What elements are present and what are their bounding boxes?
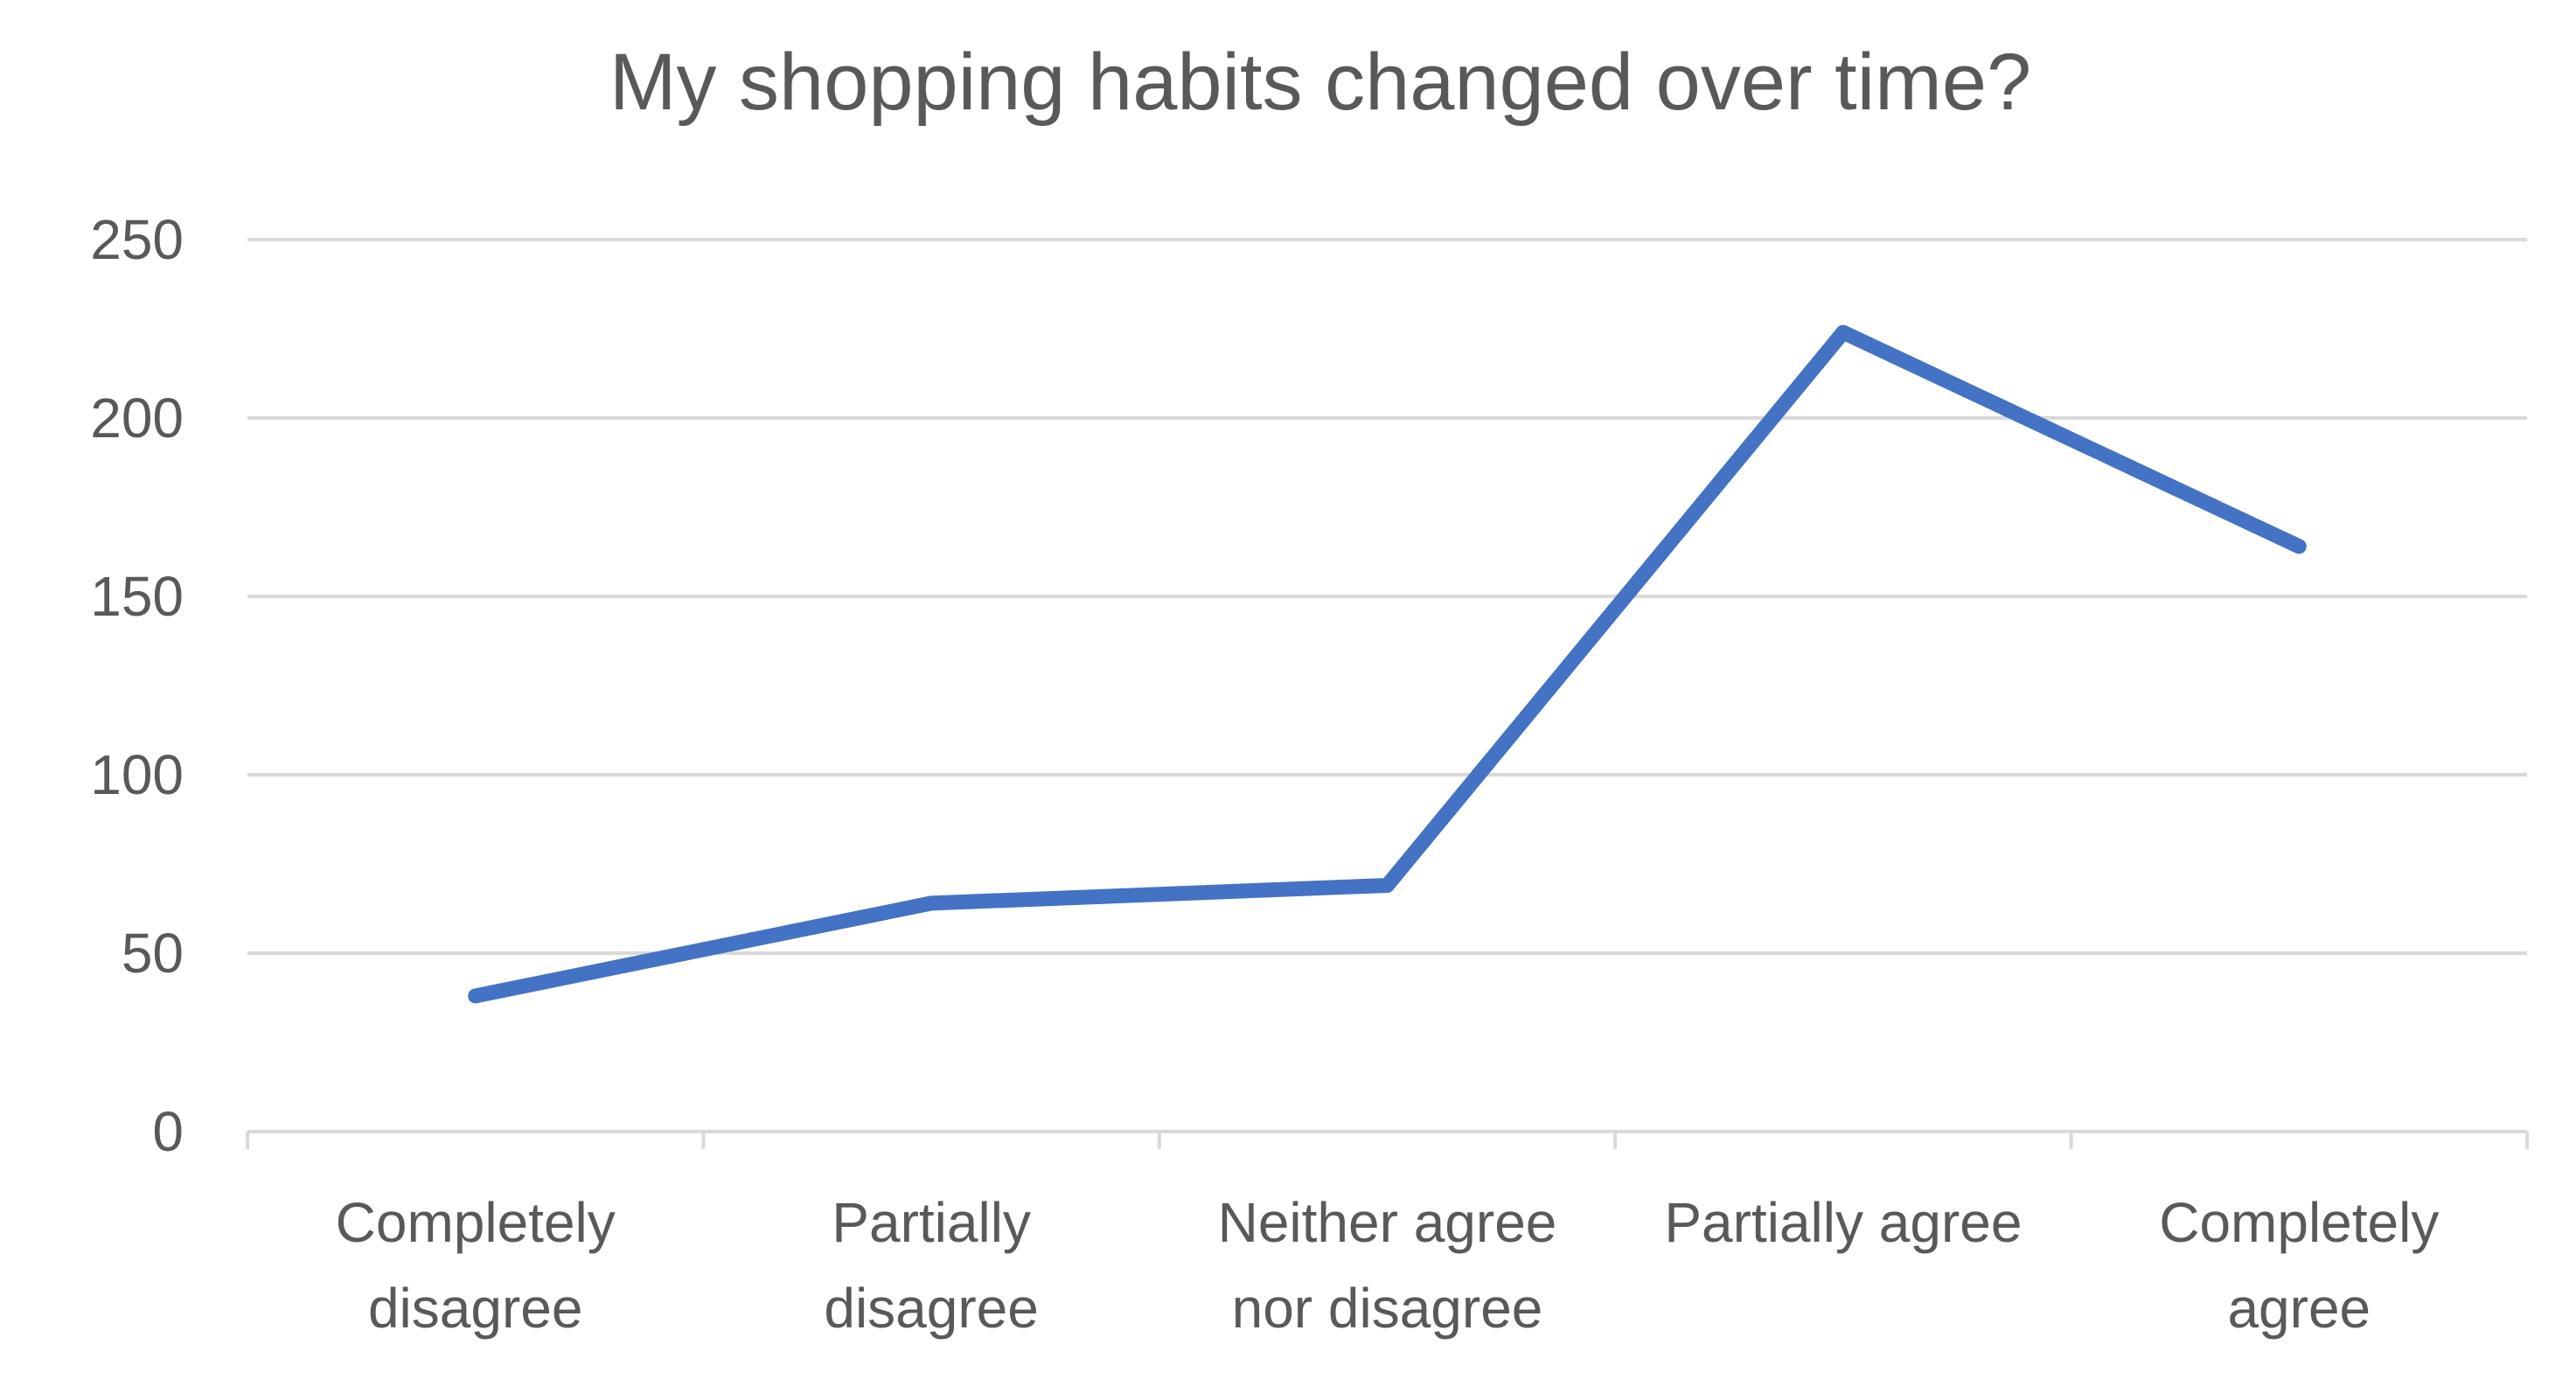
x-tick-label: Neither agree nor disagree <box>1218 1191 1557 1340</box>
x-tick-label: Completely disagree <box>336 1191 616 1340</box>
x-tick-label-line: nor disagree <box>1232 1277 1543 1340</box>
x-tick-label-line: Completely <box>2159 1191 2439 1254</box>
y-tick-label: 250 <box>90 208 184 271</box>
x-tick-label-line: disagree <box>824 1277 1039 1340</box>
y-tick-label: 150 <box>90 565 184 628</box>
x-tick-label-line: Completely <box>336 1191 616 1254</box>
x-tick-label-line: disagree <box>368 1277 583 1340</box>
x-tick-label-line: Neither agree <box>1218 1191 1557 1254</box>
x-tick-label: Completely agree <box>2159 1191 2439 1340</box>
y-tick-label: 200 <box>90 387 184 449</box>
y-tick-label: 100 <box>90 743 184 806</box>
x-tick-label: Partially agree <box>1664 1191 2022 1254</box>
x-tick-label-line: Partially agree <box>1664 1191 2022 1254</box>
series-line <box>468 324 2307 1004</box>
x-tick-label: Partially disagree <box>824 1191 1039 1340</box>
chart-title: My shopping habits changed over time? <box>609 38 2031 127</box>
y-tick-label: 50 <box>122 922 184 985</box>
x-tick-label-line: agree <box>2227 1277 2371 1340</box>
x-tick-label-line: Partially <box>832 1191 1031 1254</box>
y-tick-label: 0 <box>152 1100 184 1163</box>
